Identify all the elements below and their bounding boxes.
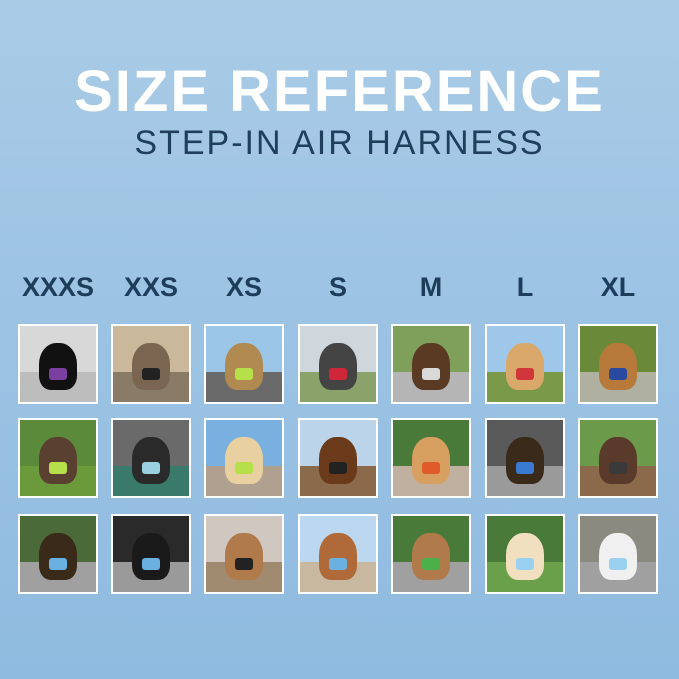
pet-photo-xs-2	[204, 418, 284, 498]
pet-figure	[225, 342, 263, 390]
pet-figure	[599, 532, 637, 580]
harness-mark	[48, 367, 68, 380]
pet-photo-xl-3	[578, 514, 658, 594]
pet-photo-xxxs-2	[18, 418, 98, 498]
pet-figure	[319, 342, 357, 390]
pet-photo-m-3	[391, 514, 471, 594]
pet-photo-xxs-1	[111, 324, 191, 404]
harness-mark	[141, 461, 161, 474]
pet-photo-s-3	[298, 514, 378, 594]
page-subtitle: STEP-IN AIR HARNESS	[134, 124, 545, 162]
size-label-xl: XL	[600, 272, 636, 302]
harness-mark	[141, 557, 161, 570]
size-label-s: S	[328, 272, 347, 302]
harness-mark	[48, 461, 68, 474]
pet-figure	[412, 342, 450, 390]
pet-figure	[506, 436, 544, 484]
harness-mark	[421, 367, 441, 380]
pet-photo-l-1	[485, 324, 565, 404]
harness-mark	[515, 367, 535, 380]
harness-mark	[234, 557, 254, 570]
pet-photo-l-2	[485, 418, 565, 498]
harness-mark	[421, 557, 441, 570]
harness-mark	[608, 367, 628, 380]
pet-figure	[225, 532, 263, 580]
pet-photo-xxs-2	[111, 418, 191, 498]
pet-figure	[132, 436, 170, 484]
pet-figure	[225, 436, 263, 484]
harness-mark	[421, 461, 441, 474]
pet-figure	[506, 342, 544, 390]
size-label-xs: XS	[225, 272, 263, 302]
pet-photo-m-1	[391, 324, 471, 404]
pet-figure	[599, 436, 637, 484]
harness-mark	[515, 557, 535, 570]
harness-mark	[328, 367, 348, 380]
harness-mark	[48, 557, 68, 570]
pet-figure	[319, 436, 357, 484]
harness-mark	[234, 367, 254, 380]
pet-photo-xxs-3	[111, 514, 191, 594]
pet-figure	[599, 342, 637, 390]
size-label-m: M	[419, 272, 443, 302]
harness-mark	[328, 557, 348, 570]
harness-mark	[234, 461, 254, 474]
size-label-xxs: XXS	[123, 272, 179, 302]
size-label-xxxs: XXXS	[21, 272, 95, 302]
pet-photo-xl-2	[578, 418, 658, 498]
harness-mark	[608, 557, 628, 570]
pet-figure	[39, 342, 77, 390]
harness-mark	[328, 461, 348, 474]
pet-figure	[412, 436, 450, 484]
pet-photo-xs-1	[204, 324, 284, 404]
harness-mark	[608, 461, 628, 474]
page-title: SIZE REFERENCE	[74, 59, 605, 124]
pet-photo-l-3	[485, 514, 565, 594]
pet-photo-xxxs-1	[18, 324, 98, 404]
pet-photo-xs-3	[204, 514, 284, 594]
pet-photo-s-2	[298, 418, 378, 498]
pet-figure	[132, 342, 170, 390]
pet-photo-m-2	[391, 418, 471, 498]
pet-figure	[132, 532, 170, 580]
pet-figure	[39, 532, 77, 580]
pet-photo-xxxs-3	[18, 514, 98, 594]
pet-photo-xl-1	[578, 324, 658, 404]
pet-figure	[412, 532, 450, 580]
harness-mark	[141, 367, 161, 380]
pet-figure	[39, 436, 77, 484]
pet-figure	[506, 532, 544, 580]
harness-mark	[515, 461, 535, 474]
size-label-l: L	[516, 272, 534, 302]
pet-figure	[319, 532, 357, 580]
pet-photo-s-1	[298, 324, 378, 404]
